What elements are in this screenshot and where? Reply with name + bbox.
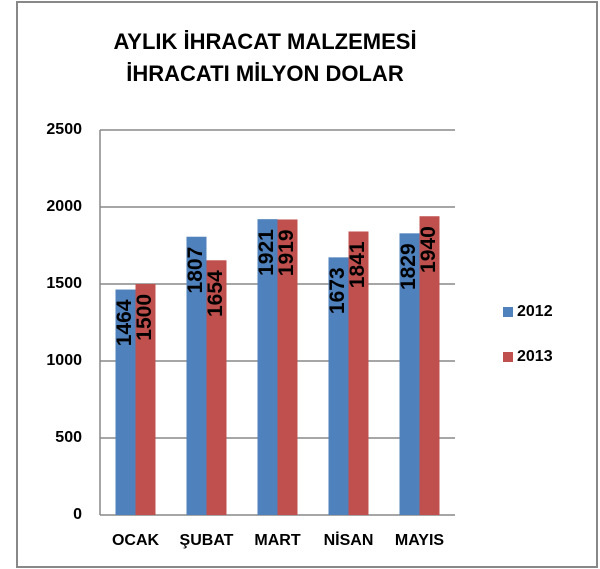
data-label: 1654 [204,270,227,317]
x-tick-label: ŞUBAT [180,532,234,549]
data-label: 1919 [275,229,298,276]
chart-title: İHRACATI MİLYON DOLAR [126,61,404,86]
x-tick-label: OCAK [112,532,160,549]
chart-title: AYLIK İHRACAT MALZEMESİ [113,29,416,54]
bar [348,231,369,515]
data-label: 1940 [417,226,440,273]
legend-label: 2012 [517,303,553,320]
data-label: 1829 [397,243,420,290]
bar [257,219,278,515]
bar [277,219,298,515]
bar [206,260,227,515]
data-label: 1841 [346,241,369,288]
legend-swatch [503,352,513,362]
data-label: 1921 [255,229,278,276]
y-tick-label: 1000 [46,352,82,369]
data-label: 1807 [184,247,207,294]
bar [419,216,440,516]
y-tick-label: 500 [55,429,82,446]
bar [399,233,420,516]
bar [115,289,136,515]
x-tick-label: NİSAN [324,531,374,549]
bar [135,284,156,515]
y-tick-label: 2500 [46,121,82,138]
bar [186,236,207,516]
data-label: 1673 [326,267,349,314]
legend-label: 2013 [517,348,553,365]
data-label: 1464 [113,299,136,346]
legend-swatch [503,307,513,317]
x-tick-label: MART [254,532,300,549]
y-tick-label: 0 [73,506,82,523]
data-label: 1500 [133,294,156,341]
y-tick-label: 1500 [46,275,82,292]
y-tick-label: 2000 [46,198,82,215]
x-tick-label: MAYIS [395,532,445,549]
bar [328,257,349,515]
